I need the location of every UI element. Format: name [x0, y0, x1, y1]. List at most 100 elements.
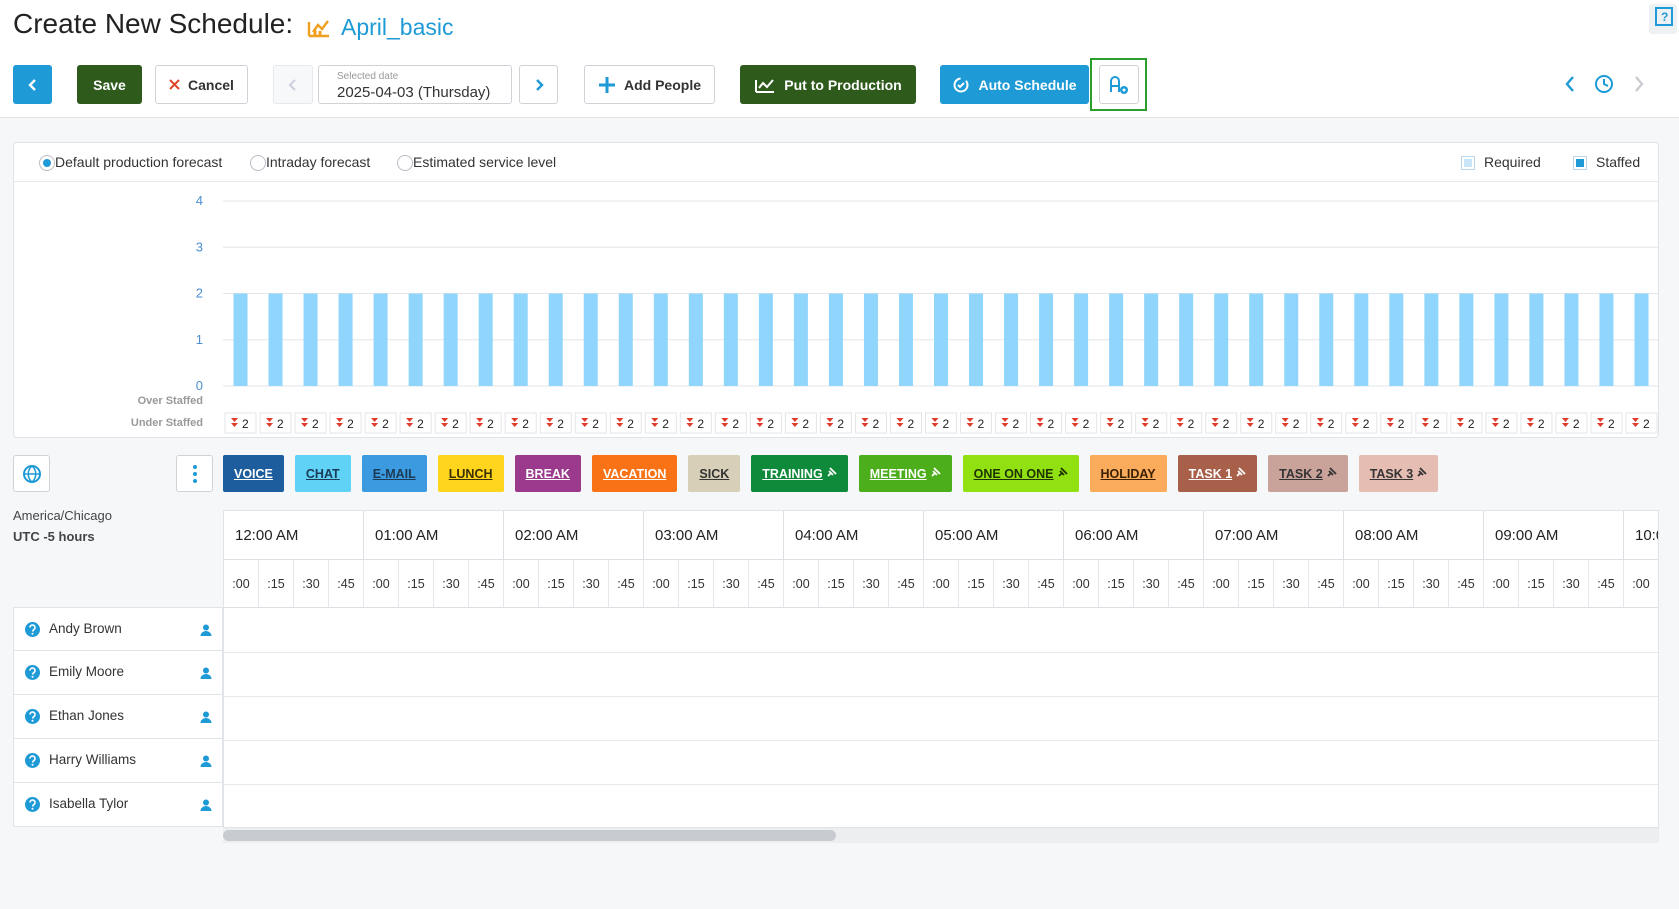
under-staffed-value: 2: [1468, 417, 1475, 431]
hour-header: 03:00 AM: [644, 511, 784, 560]
under-staffed-value: 2: [1258, 417, 1265, 431]
minute-header: :00: [1624, 560, 1658, 608]
activity-tag[interactable]: SICK: [688, 455, 741, 492]
tag-label: BREAK: [525, 466, 570, 481]
minute-header: :30: [434, 560, 469, 608]
svg-text:?: ?: [1661, 10, 1668, 24]
under-staffed-icon: [1561, 418, 1569, 427]
cancel-button[interactable]: Cancel: [155, 65, 248, 104]
under-staffed-icon: [1246, 418, 1254, 427]
under-staffed-icon: [826, 418, 834, 427]
person-icon[interactable]: [200, 623, 212, 641]
minute-header: :15: [819, 560, 854, 608]
bar: [1459, 293, 1474, 386]
bar: [373, 293, 388, 386]
tag-label: MEETING: [869, 466, 927, 481]
bar: [898, 293, 913, 386]
under-staffed-value: 2: [697, 417, 704, 431]
under-staffed-cell: [469, 412, 502, 434]
radio-button[interactable]: [397, 155, 413, 171]
person-row[interactable]: Andy Brown: [13, 607, 223, 651]
auto-schedule-button[interactable]: Auto Schedule: [940, 65, 1089, 104]
radio-label[interactable]: Estimated service level: [413, 154, 557, 170]
save-button[interactable]: Save: [77, 65, 142, 104]
person-icon[interactable]: [200, 710, 212, 728]
under-staffed-value: 2: [1153, 417, 1160, 431]
add-people-button[interactable]: Add People: [584, 65, 715, 104]
activity-tag[interactable]: LUNCH: [437, 455, 504, 492]
under-staffed-label: Under Staffed: [131, 417, 203, 429]
under-staffed-value: 2: [1083, 417, 1090, 431]
schedule-name[interactable]: April_basic: [341, 14, 454, 40]
timezone-button[interactable]: [13, 455, 50, 492]
person-row[interactable]: Ethan Jones: [13, 695, 223, 739]
activity-tag[interactable]: MEETING: [858, 455, 952, 492]
person-row[interactable]: Harry Williams: [13, 739, 223, 783]
tag-label: ONE ON ONE: [973, 466, 1054, 481]
scroll-thumb[interactable]: [223, 830, 836, 841]
radio-button[interactable]: [250, 155, 266, 171]
person-icon[interactable]: [200, 798, 212, 816]
schedule-grid: 12:00 AM:00:15:30:45 01:00 AM:00:15:30:45…: [223, 510, 1659, 828]
radio-label[interactable]: Intraday forecast: [266, 154, 371, 170]
minute-header: :45: [749, 560, 784, 608]
prev-date-button[interactable]: [273, 65, 313, 104]
person-row[interactable]: Emily Moore: [13, 651, 223, 695]
minute-header: :45: [1589, 560, 1624, 608]
activity-tag[interactable]: VACATION: [591, 455, 678, 492]
under-staffed-cell: [504, 412, 537, 434]
person-icon[interactable]: [200, 666, 212, 684]
activity-tag[interactable]: VOICE: [223, 455, 284, 492]
activity-tag[interactable]: E-MAIL: [361, 455, 427, 492]
date-value: 2025-04-03 (Thursday): [337, 84, 491, 101]
under-staffed-value: 2: [1293, 417, 1300, 431]
activity-tag[interactable]: ONE ON ONE: [962, 455, 1079, 492]
under-staffed-cell: [644, 412, 677, 434]
tag-label: VOICE: [234, 466, 273, 481]
back-button[interactable]: [13, 65, 52, 104]
activity-tag[interactable]: BREAK: [514, 455, 581, 492]
help-button[interactable]: ?: [1646, 0, 1679, 36]
tag-label: CHAT: [305, 466, 340, 481]
hour-header: 02:00 AM: [504, 511, 644, 560]
radio-button[interactable]: [39, 155, 55, 171]
under-staffed-icon: [1036, 418, 1044, 427]
activity-tag[interactable]: TASK 2: [1268, 455, 1348, 492]
y-tick-label: 4: [196, 193, 203, 208]
minute-header: :30: [1414, 560, 1449, 608]
person-icon[interactable]: [200, 754, 212, 772]
date-picker[interactable]: Selected date 2025-04-03 (Thursday): [318, 65, 512, 104]
row-line: [224, 652, 1658, 653]
activity-tag[interactable]: HOLIDAY: [1089, 455, 1167, 492]
icon: [598, 76, 615, 93]
person-row[interactable]: Isabella Tylor: [13, 783, 223, 827]
minute-header: :30: [1274, 560, 1309, 608]
bar: [268, 293, 283, 386]
activity-tag[interactable]: TASK 3: [1358, 455, 1439, 492]
menu-button[interactable]: [176, 455, 213, 492]
minute-header: :00: [1484, 560, 1519, 608]
under-staffed-icon: [616, 418, 624, 427]
settings-button[interactable]: [1099, 65, 1139, 104]
activity-tag[interactable]: TRAINING: [751, 455, 848, 492]
minute-header: :00: [224, 560, 259, 608]
activity-tag[interactable]: CHAT: [294, 455, 351, 492]
under-staffed-cell: [294, 412, 327, 434]
under-staffed-cell: [364, 412, 397, 434]
under-staffed-icon: [266, 418, 274, 427]
production-button[interactable]: Put to Production: [740, 65, 916, 104]
radio-label[interactable]: Default production forecast: [55, 154, 223, 170]
activity-tag[interactable]: TASK 1: [1177, 455, 1258, 492]
minute-header: :15: [679, 560, 714, 608]
bar: [1564, 293, 1579, 386]
hour-header: 09:00 AM: [1484, 511, 1624, 560]
under-staffed-cell: [1520, 412, 1553, 434]
scrollbar[interactable]: [223, 828, 1659, 843]
under-staffed-value: 2: [942, 417, 949, 431]
next-date-button[interactable]: [519, 65, 558, 104]
under-staffed-value: 2: [1608, 417, 1615, 431]
under-staffed-value: 2: [1188, 417, 1195, 431]
under-staffed-icon: [371, 418, 379, 427]
pin-icon: [1057, 467, 1068, 480]
history-nav[interactable]: [1560, 72, 1660, 98]
